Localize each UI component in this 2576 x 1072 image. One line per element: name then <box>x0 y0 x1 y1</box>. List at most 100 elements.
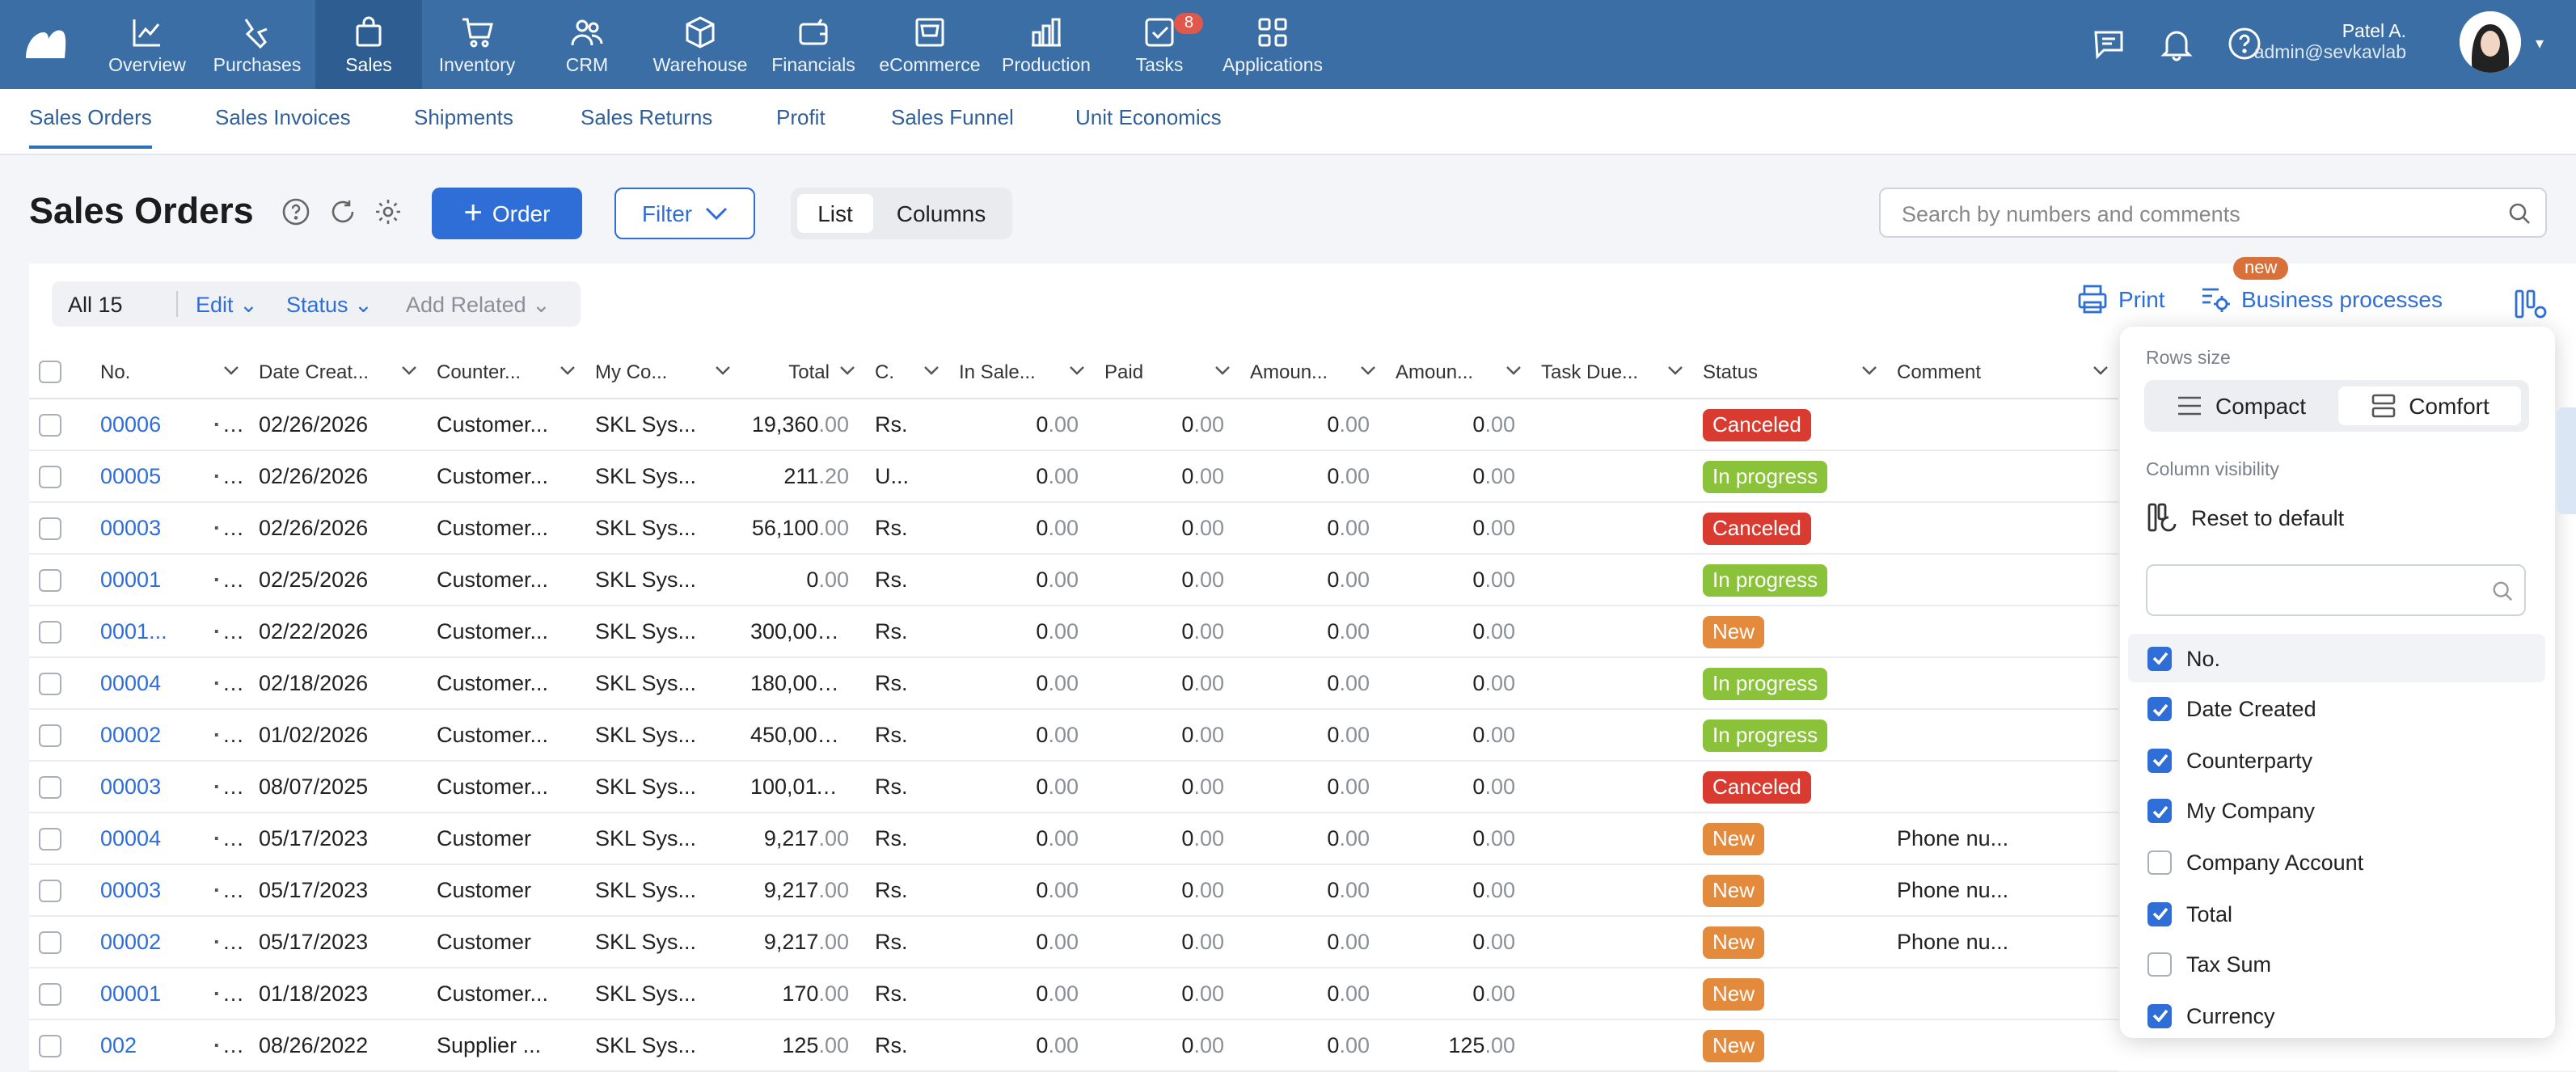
bell-icon[interactable] <box>2159 26 2194 61</box>
checkbox-unchecked-icon[interactable] <box>2147 850 2172 875</box>
order-number-link[interactable]: 00001 <box>100 981 162 1006</box>
row-checkbox[interactable] <box>39 1035 61 1058</box>
checkbox-checked-icon[interactable] <box>2147 646 2172 670</box>
col-header-my-company[interactable]: My Co... <box>585 346 741 399</box>
nav-overview[interactable]: Overview <box>103 0 191 89</box>
table-row[interactable]: 00001 ··· 01/18/2023 Customer... SKL Sys... 1… <box>29 968 2118 1020</box>
column-visibility-item[interactable]: No. <box>2128 634 2545 682</box>
order-number-link[interactable]: 00004 <box>100 671 162 695</box>
row-checkbox[interactable] <box>39 466 61 489</box>
col-header-counterparty[interactable]: Counter... <box>427 346 585 399</box>
chat-icon[interactable] <box>2091 26 2126 61</box>
order-number-link[interactable]: 00006 <box>100 412 162 437</box>
row-checkbox[interactable] <box>39 983 61 1007</box>
checkbox-checked-icon[interactable] <box>2147 1003 2172 1028</box>
column-search-field[interactable] <box>2146 564 2526 616</box>
more-actions-icon[interactable]: ··· <box>213 878 240 902</box>
reset-to-default-button[interactable]: Reset to default <box>2146 501 2344 534</box>
table-row[interactable]: 00002 ··· 05/17/2023 Customer SKL Sys... 9,21… <box>29 916 2118 969</box>
avatar[interactable] <box>2460 11 2521 73</box>
subnav-sales-orders[interactable]: Sales Orders <box>29 105 152 149</box>
more-actions-icon[interactable]: ··· <box>213 826 240 850</box>
order-number-link[interactable]: 0001... <box>100 619 167 644</box>
column-settings-icon[interactable] <box>2513 286 2549 322</box>
order-number-link[interactable]: 00003 <box>100 774 162 799</box>
checkbox-checked-icon[interactable] <box>2147 748 2172 773</box>
table-row[interactable]: 0001... ··· 02/22/2026 Customer... SKL Sys..… <box>29 606 2118 658</box>
print-button[interactable]: Print <box>2076 283 2165 315</box>
nav-financials[interactable]: Financials <box>770 0 857 89</box>
table-row[interactable]: 002 ··· 08/26/2022 Supplier ... SKL Sys... 12… <box>29 1019 2118 1072</box>
table-row[interactable]: 00005 ··· 02/26/2026 Customer... SKL Sys... 2… <box>29 450 2118 503</box>
checkbox-checked-icon[interactable] <box>2147 901 2172 926</box>
nav-purchases[interactable]: Purchases <box>205 0 309 89</box>
select-all-checkbox[interactable] <box>39 361 61 384</box>
more-actions-icon[interactable]: ··· <box>213 774 240 799</box>
more-actions-icon[interactable]: ··· <box>213 568 240 592</box>
row-checkbox[interactable] <box>39 724 61 748</box>
add-order-button[interactable]: + Order <box>432 188 582 239</box>
nav-ecommerce[interactable]: eCommerce <box>878 0 982 89</box>
row-checkbox[interactable] <box>39 673 61 696</box>
status-menu[interactable]: Status ⌄ <box>286 293 373 319</box>
checkbox-checked-icon[interactable] <box>2147 799 2172 824</box>
table-row[interactable]: 00001 ··· 02/25/2026 Customer... SKL Sys... 0… <box>29 554 2118 606</box>
order-number-link[interactable]: 00002 <box>100 930 162 954</box>
order-number-link[interactable]: 002 <box>100 1033 137 1057</box>
order-number-link[interactable]: 00004 <box>100 826 162 850</box>
column-visibility-item[interactable]: My Company <box>2128 787 2545 836</box>
side-panel-tab[interactable] <box>2557 407 2576 514</box>
filter-button[interactable]: Filter <box>614 188 755 239</box>
more-actions-icon[interactable]: ··· <box>213 723 240 747</box>
row-checkbox[interactable] <box>39 880 61 903</box>
row-checkbox[interactable] <box>39 414 61 437</box>
compact-option[interactable]: Compact <box>2151 386 2332 425</box>
table-row[interactable]: 00003 ··· 08/07/2025 Customer... SKL Sys... 1… <box>29 761 2118 813</box>
more-actions-icon[interactable]: ··· <box>213 1033 240 1057</box>
chevron-down-icon[interactable]: ▾ <box>2535 36 2544 53</box>
nav-inventory[interactable]: Inventory <box>432 0 522 89</box>
more-actions-icon[interactable]: ··· <box>213 981 240 1006</box>
user-info[interactable]: Patel A. admin@sevkavlab <box>2254 23 2406 65</box>
more-actions-icon[interactable]: ··· <box>213 671 240 695</box>
more-actions-icon[interactable]: ··· <box>213 516 240 540</box>
nav-sales[interactable]: Sales <box>315 0 422 89</box>
checkbox-unchecked-icon[interactable] <box>2147 952 2172 977</box>
column-visibility-item[interactable]: Currency <box>2128 991 2545 1038</box>
order-number-link[interactable]: 00003 <box>100 516 162 540</box>
more-actions-icon[interactable]: ··· <box>213 412 240 437</box>
help-icon[interactable] <box>2227 26 2262 61</box>
row-checkbox[interactable] <box>39 569 61 593</box>
column-visibility-item[interactable]: Total <box>2128 889 2545 938</box>
nav-tasks[interactable]: 8 Tasks <box>1132 0 1203 89</box>
col-header-currency[interactable]: C. <box>865 346 949 399</box>
order-number-link[interactable]: 00001 <box>100 568 162 592</box>
subnav-unit-economics[interactable]: Unit Economics <box>1075 105 1222 129</box>
nav-production[interactable]: Production <box>999 0 1093 89</box>
table-row[interactable]: 00004 ··· 02/18/2026 Customer... SKL Sys... 1… <box>29 657 2118 710</box>
more-actions-icon[interactable]: ··· <box>213 464 240 488</box>
add-related-menu[interactable]: Add Related ⌄ <box>406 293 551 319</box>
subnav-sales-funnel[interactable]: Sales Funnel <box>891 105 1014 129</box>
table-row[interactable]: 00002 ··· 01/02/2026 Customer... SKL Sys... 4… <box>29 709 2118 762</box>
refresh-icon[interactable] <box>328 197 357 226</box>
col-header-in-sales[interactable]: In Sale... <box>949 346 1095 399</box>
edit-menu[interactable]: Edit ⌄ <box>196 293 258 319</box>
row-checkbox[interactable] <box>39 517 61 541</box>
col-header-status[interactable]: Status <box>1693 346 1887 399</box>
subnav-shipments[interactable]: Shipments <box>414 105 513 129</box>
table-row[interactable]: 00003 ··· 05/17/2023 Customer SKL Sys... 9,21… <box>29 864 2118 917</box>
search-input[interactable] <box>1898 200 2503 228</box>
column-visibility-item[interactable]: Tax Sum <box>2128 940 2545 989</box>
search-icon[interactable] <box>2508 202 2531 225</box>
gear-icon[interactable] <box>374 197 403 226</box>
nav-warehouse[interactable]: Warehouse <box>650 0 750 89</box>
nav-crm[interactable]: CRM <box>556 0 618 89</box>
subnav-sales-invoices[interactable]: Sales Invoices <box>215 105 351 129</box>
view-columns-button[interactable]: Columns <box>896 200 986 226</box>
row-checkbox[interactable] <box>39 828 61 851</box>
subnav-profit[interactable]: Profit <box>776 105 826 129</box>
col-header-amount-1[interactable]: Amoun... <box>1240 346 1386 399</box>
order-number-link[interactable]: 00003 <box>100 878 162 902</box>
col-header-amount-2[interactable]: Amoun... <box>1386 346 1531 399</box>
